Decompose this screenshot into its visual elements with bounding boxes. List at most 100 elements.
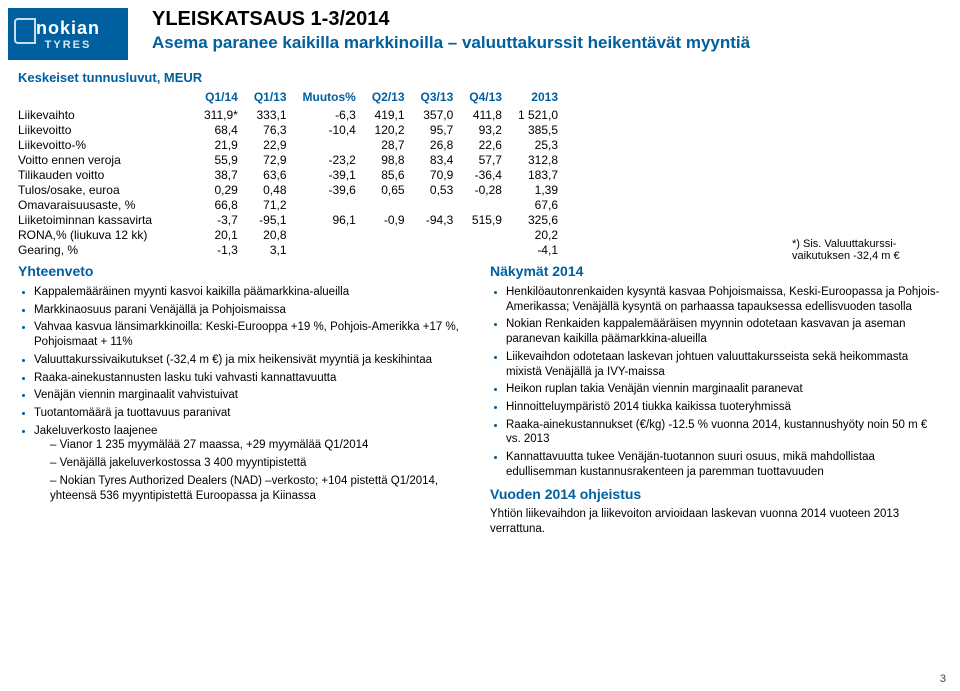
metric-value: 68,4 (196, 122, 246, 137)
table-row: Gearing, %-1,33,1-4,1 (18, 242, 566, 257)
metric-value: 85,6 (364, 167, 413, 182)
metric-value (364, 227, 413, 242)
metrics-table: Q1/14Q1/13Muutos%Q2/13Q3/13Q4/132013 Lii… (18, 89, 566, 257)
metric-value: 38,7 (196, 167, 246, 182)
metrics-col-header: Q2/13 (364, 89, 413, 107)
metrics-header-row: Q1/14Q1/13Muutos%Q2/13Q3/13Q4/132013 (18, 89, 566, 107)
metrics-col-header: Q3/13 (413, 89, 462, 107)
two-column-block: Yhteenveto Kappalemääräinen myynti kasvo… (18, 263, 942, 537)
table-row: Voitto ennen veroja55,972,9-23,298,883,4… (18, 152, 566, 167)
metric-value: 66,8 (196, 197, 246, 212)
metric-value (295, 197, 364, 212)
metrics-col-header: Q1/14 (196, 89, 246, 107)
metric-value: -39,1 (295, 167, 364, 182)
metric-value (295, 137, 364, 152)
metric-value (295, 242, 364, 257)
table-row: Liikevoitto-%21,922,928,726,822,625,3 (18, 137, 566, 152)
header-row: nokian TYRES YLEISKATSAUS 1-3/2014 Asema… (0, 0, 960, 60)
metric-label: Tilikauden voitto (18, 167, 196, 182)
table-row: RONA,% (liukuva 12 kk)20,120,8 20,2 (18, 227, 566, 242)
metrics-col-header: 2013 (510, 89, 566, 107)
list-item: Heikon ruplan takia Venäjän viennin marg… (506, 382, 942, 397)
metric-value: 67,6 (510, 197, 566, 212)
metric-value: 71,2 (246, 197, 295, 212)
list-item: Venäjän viennin marginaalit vahvistuivat (34, 388, 470, 403)
metric-value: 385,5 (510, 122, 566, 137)
list-item: Nokian Renkaiden kappalemääräisen myynni… (506, 317, 942, 346)
metric-value: 357,0 (413, 107, 462, 122)
table-row: Tulos/osake, euroa0,290,48-39,60,650,53-… (18, 182, 566, 197)
metric-value: 93,2 (461, 122, 510, 137)
left-list: Kappalemääräinen myynti kasvoi kaikilla … (18, 285, 470, 503)
right-column: Näkymät 2014 Henkilöautonrenkaiden kysyn… (490, 263, 942, 537)
list-item: Vahvaa kasvua länsimarkkinoilla: Keski-E… (34, 320, 470, 349)
metric-value: 96,1 (295, 212, 364, 227)
metric-label: Tulos/osake, euroa (18, 182, 196, 197)
metric-value (364, 197, 413, 212)
right-column-title: Näkymät 2014 (490, 263, 942, 281)
table-row: Tilikauden voitto38,763,6-39,185,670,9-3… (18, 167, 566, 182)
metric-value: 419,1 (364, 107, 413, 122)
metric-value: -0,28 (461, 182, 510, 197)
metric-value: 1 521,0 (510, 107, 566, 122)
list-item: Henkilöautonrenkaiden kysyntä kasvaa Poh… (506, 285, 942, 314)
metric-label: Gearing, % (18, 242, 196, 257)
page-number: 3 (940, 673, 946, 685)
metric-value: 22,6 (461, 137, 510, 152)
metric-value: -39,6 (295, 182, 364, 197)
list-item: Valuuttakurssivaikutukset (-32,4 m €) ja… (34, 353, 470, 368)
metrics-section-label: Keskeiset tunnusluvut, MEUR (18, 70, 960, 85)
metric-value: 183,7 (510, 167, 566, 182)
logo-line2: TYRES (45, 39, 92, 51)
metric-value: 20,2 (510, 227, 566, 242)
metric-label: Liikevaihto (18, 107, 196, 122)
list-item: Jakeluverkosto laajeneeVianor 1 235 myym… (34, 424, 470, 504)
left-column-title: Yhteenveto (18, 263, 470, 281)
metric-value: -3,7 (196, 212, 246, 227)
metric-value: 22,9 (246, 137, 295, 152)
guidance-text: Yhtiön liikevaihdon ja liikevoiton arvio… (490, 507, 942, 536)
metric-value (461, 227, 510, 242)
metric-value: 0,48 (246, 182, 295, 197)
metric-value: 26,8 (413, 137, 462, 152)
metric-value (413, 197, 462, 212)
table-row: Liikevaihto311,9*333,1-6,3419,1357,0411,… (18, 107, 566, 122)
logo-line1: nokian (36, 18, 100, 39)
title-block: YLEISKATSAUS 1-3/2014 Asema paranee kaik… (128, 0, 750, 53)
list-item: Tuotantomäärä ja tuottavuus paranivat (34, 406, 470, 421)
metric-value: 0,65 (364, 182, 413, 197)
metric-value: 120,2 (364, 122, 413, 137)
metric-label: Voitto ennen veroja (18, 152, 196, 167)
metric-value: -6,3 (295, 107, 364, 122)
metric-value: 76,3 (246, 122, 295, 137)
metric-value: 98,8 (364, 152, 413, 167)
metric-value: -36,4 (461, 167, 510, 182)
metric-label: Omavaraisuusaste, % (18, 197, 196, 212)
metric-value: -4,1 (510, 242, 566, 257)
metric-value: 1,39 (510, 182, 566, 197)
metric-value: 20,8 (246, 227, 295, 242)
sub-list-item: Nokian Tyres Authorized Dealers (NAD) –v… (50, 474, 470, 503)
list-item: Hinnoitteluympäristö 2014 tiukka kaikiss… (506, 400, 942, 415)
sub-list: Vianor 1 235 myymälää 27 maassa, +29 myy… (34, 438, 470, 503)
metrics-col-header: Q4/13 (461, 89, 510, 107)
metric-value: 0,53 (413, 182, 462, 197)
metric-value: 95,7 (413, 122, 462, 137)
guidance-title: Vuoden 2014 ohjeistus (490, 486, 942, 504)
metric-value: 3,1 (246, 242, 295, 257)
metric-label: RONA,% (liukuva 12 kk) (18, 227, 196, 242)
metric-value: 83,4 (413, 152, 462, 167)
metrics-col-header: Muutos% (295, 89, 364, 107)
list-item: Kappalemääräinen myynti kasvoi kaikilla … (34, 285, 470, 300)
metric-value: 70,9 (413, 167, 462, 182)
metric-value: 25,3 (510, 137, 566, 152)
metric-value: -0,9 (364, 212, 413, 227)
list-item: Raaka-ainekustannusten lasku tuki vahvas… (34, 371, 470, 386)
metric-value (461, 197, 510, 212)
metric-value: -95,1 (246, 212, 295, 227)
metric-value: 20,1 (196, 227, 246, 242)
metric-value (461, 242, 510, 257)
sub-list-item: Vianor 1 235 myymälää 27 maassa, +29 myy… (50, 438, 470, 453)
metric-value: 515,9 (461, 212, 510, 227)
metrics-col-header (18, 89, 196, 107)
